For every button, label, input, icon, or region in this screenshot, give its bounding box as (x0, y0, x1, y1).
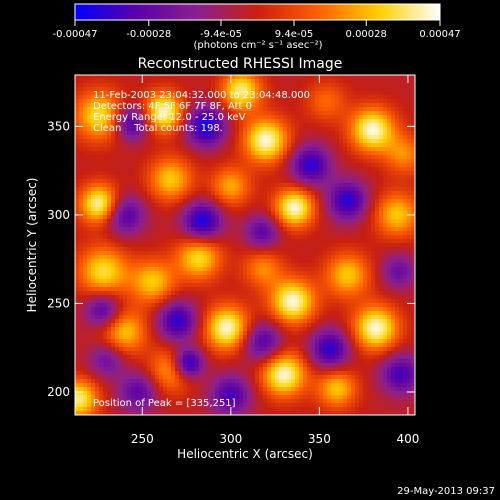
plot-area (74, 74, 416, 416)
colorbar: -0.00047 -0.00028 -9.4e-05 9.4e-05 0.00028 0.… (53, 3, 461, 51)
annotation-energy-range: Energy Range: 12.0 - 25.0 keV (93, 112, 246, 123)
plot-frame (74, 74, 416, 416)
annotation-time-range: 11-Feb-2003 23:04:32.000 to 23:04:48.000 (93, 90, 310, 101)
x-tick-labels: 250 300 350 400 (131, 432, 420, 446)
footer-date: 29-May-2013 09:37 (397, 486, 495, 497)
x-tick-label: 300 (219, 432, 242, 446)
heatmap-image (75, 75, 415, 415)
x-tick-label: 350 (308, 432, 331, 446)
colorbar-units-label: (photons cm⁻² s⁻¹ asec⁻²) (193, 40, 322, 51)
plot-annotations: 11-Feb-2003 23:04:32.000 to 23:04:48.000… (93, 90, 310, 409)
colorbar-gradient (74, 3, 441, 21)
y-tick-label: 200 (47, 385, 70, 399)
colorbar-tick-label: 9.4e-05 (275, 29, 313, 40)
colorbar-tick-label: 0.00047 (419, 29, 460, 40)
colorbar-tick-label: -0.00047 (53, 29, 98, 40)
annotation-clean-counts: Clean Total counts: 198. (93, 123, 223, 134)
chart-title: Reconstructed RHESSI Image (138, 56, 343, 72)
y-tick-labels: 200 250 300 350 (47, 119, 70, 399)
colorbar-tick-label: -0.00028 (126, 29, 171, 40)
y-tick-label: 250 (47, 296, 70, 310)
annotation-detectors: Detectors: 4F 5F 6F 7F 8F, Att 0 (93, 101, 252, 112)
colorbar-tick-label: -9.4e-05 (200, 29, 242, 40)
peak-position-label: Position of Peak = [335,251] (93, 398, 236, 409)
colorbar-ticks: -0.00047 -0.00028 -9.4e-05 9.4e-05 0.00028 0.… (53, 20, 461, 40)
x-axis-label: Heliocentric X (arcsec) (177, 447, 313, 461)
y-tick-label: 350 (47, 119, 70, 133)
colorbar-tick-label: 0.00028 (346, 29, 387, 40)
x-tick-label: 250 (131, 432, 154, 446)
y-tick-label: 300 (47, 208, 70, 222)
axis-ticks (75, 75, 415, 415)
y-axis-label: Heliocentric Y (arcsec) (25, 178, 39, 313)
x-tick-label: 400 (396, 432, 419, 446)
